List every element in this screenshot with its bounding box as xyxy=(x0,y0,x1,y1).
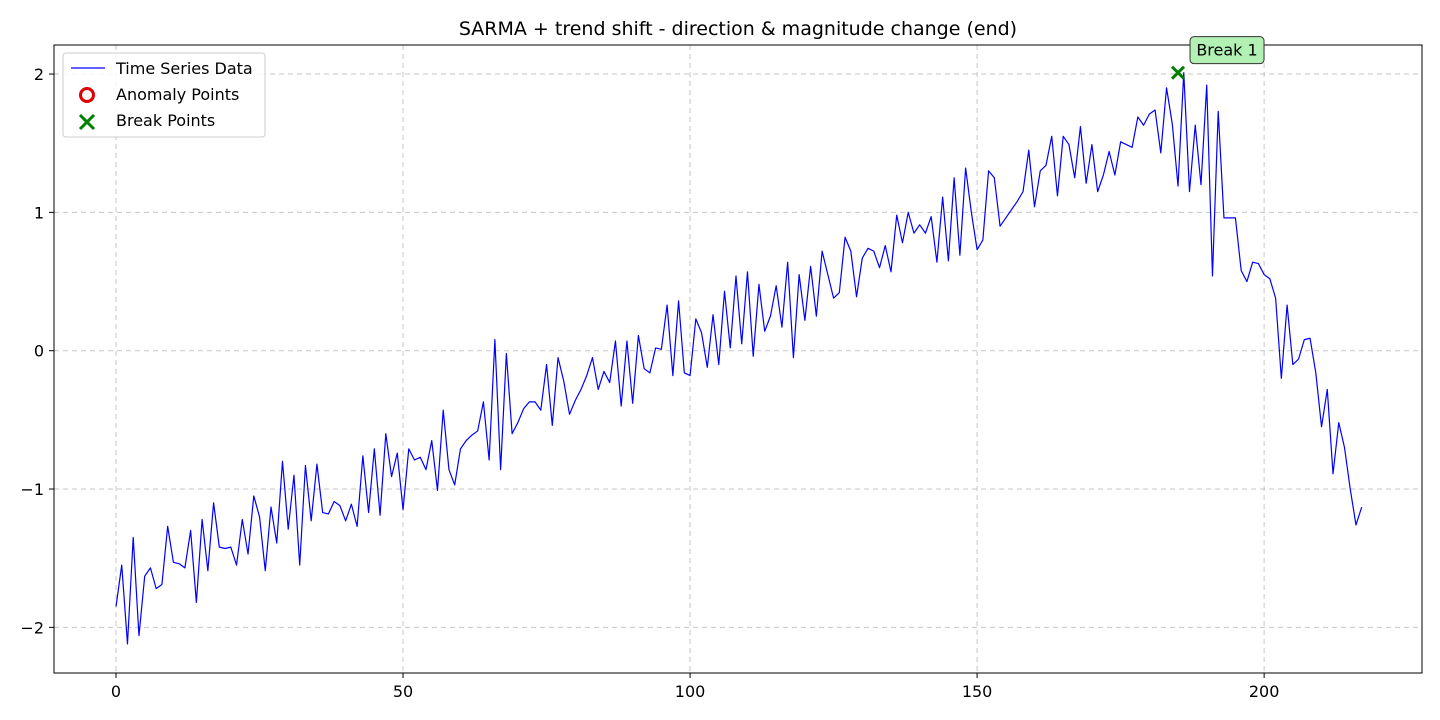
legend-break-swatch xyxy=(78,113,96,131)
legend-box xyxy=(62,52,266,138)
x-tick-label: 200 xyxy=(1249,682,1280,701)
marker-layer: Break 1 xyxy=(1170,36,1265,80)
series-layer xyxy=(115,72,1363,645)
legend-label-series-2: Break Points xyxy=(116,111,215,130)
x-tick-label: 50 xyxy=(393,682,413,701)
legend-anomaly-swatch xyxy=(79,87,95,103)
break-annotation: Break 1 xyxy=(1189,36,1265,65)
y-tick-label: 1 xyxy=(34,203,44,222)
annotation-label: Break 1 xyxy=(1196,41,1257,60)
x-tick-label: 0 xyxy=(111,682,121,701)
chart-title: SARMA + trend shift - direction & magnit… xyxy=(459,18,1017,40)
x-tick-label: 150 xyxy=(962,682,993,701)
legend-label-series-1: Anomaly Points xyxy=(116,85,239,104)
series-line-time-series-data xyxy=(115,72,1363,645)
y-tick-label: 2 xyxy=(34,65,44,84)
grid-layer xyxy=(54,45,1422,673)
tick-layer: 0 50 100 150 200 −2 −1 0 1 2 xyxy=(20,65,1279,701)
legend-label-series-0: Time Series Data xyxy=(115,59,253,78)
y-tick-label: −2 xyxy=(20,618,44,637)
y-tick-label: 0 xyxy=(34,342,44,361)
x-tick-label: 100 xyxy=(675,682,706,701)
break-point-marker xyxy=(1170,65,1186,80)
legend: Time Series Data Anomaly Points Break Po… xyxy=(62,52,266,138)
plot-frame xyxy=(53,44,1423,674)
annotation-box xyxy=(1189,36,1265,65)
y-tick-label: −1 xyxy=(20,480,44,499)
